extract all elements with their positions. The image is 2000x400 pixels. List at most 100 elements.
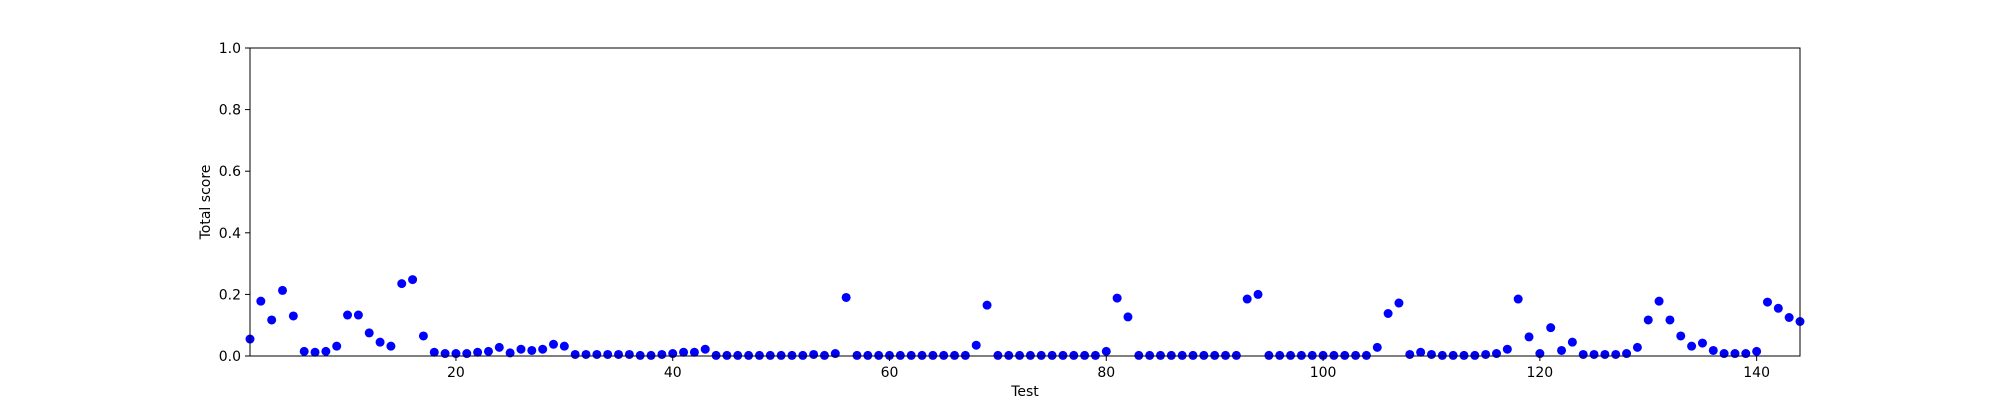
data-point: [1622, 349, 1632, 359]
data-point: [1296, 350, 1306, 360]
data-point: [1177, 350, 1187, 360]
data-point: [1361, 350, 1371, 360]
x-tick-label: 60: [881, 365, 899, 381]
data-point: [852, 350, 862, 360]
data-points: [245, 275, 1805, 360]
data-point: [1719, 349, 1729, 359]
data-point: [1080, 350, 1090, 360]
data-point: [429, 347, 439, 357]
data-point: [386, 341, 396, 351]
data-point: [1264, 350, 1274, 360]
data-point: [1524, 332, 1534, 342]
data-point: [754, 350, 764, 360]
data-point: [1199, 350, 1209, 360]
data-point: [1015, 350, 1025, 360]
data-point: [1134, 350, 1144, 360]
data-point: [1567, 337, 1577, 347]
data-point: [928, 350, 938, 360]
data-point: [256, 296, 266, 306]
data-point: [310, 347, 320, 357]
data-point: [1145, 350, 1155, 360]
data-point: [408, 275, 418, 285]
y-axis-label: Total score: [198, 165, 214, 241]
data-point: [830, 349, 840, 359]
x-tick-label: 140: [1743, 365, 1770, 381]
x-tick-label: 80: [1097, 365, 1115, 381]
data-point: [787, 350, 797, 360]
data-point: [1632, 342, 1642, 352]
data-point: [1730, 349, 1740, 359]
data-point: [1090, 350, 1100, 360]
data-point: [1773, 303, 1783, 313]
x-tick-label: 120: [1526, 365, 1553, 381]
data-point: [1654, 296, 1664, 306]
data-point: [1112, 293, 1122, 303]
y-tick-label: 0.2: [219, 287, 241, 303]
data-point: [570, 349, 580, 359]
data-point: [1426, 349, 1436, 359]
y-tick-label: 0.4: [219, 226, 241, 242]
data-point: [1101, 346, 1111, 356]
data-point: [1058, 350, 1068, 360]
data-point: [1752, 346, 1762, 356]
data-point: [1307, 350, 1317, 360]
data-point: [895, 350, 905, 360]
data-point: [1492, 349, 1502, 359]
x-tick-label: 20: [447, 365, 465, 381]
data-point: [1557, 345, 1567, 355]
data-point: [288, 311, 298, 321]
data-point: [1416, 347, 1426, 357]
data-point: [1047, 350, 1057, 360]
data-point: [1123, 312, 1133, 322]
data-point: [1372, 342, 1382, 352]
plot-frame: [249, 47, 1801, 357]
data-point: [397, 279, 407, 289]
y-tick-label: 0.0: [219, 349, 241, 365]
data-point: [1481, 349, 1491, 359]
data-point: [960, 350, 970, 360]
data-point: [819, 350, 829, 360]
data-point: [874, 350, 884, 360]
data-point: [1513, 294, 1523, 304]
data-point: [1275, 350, 1285, 360]
data-point: [473, 347, 483, 357]
data-point: [1188, 350, 1198, 360]
data-point: [494, 342, 504, 352]
data-point: [1231, 350, 1241, 360]
x-axis-label: Test: [1010, 384, 1039, 400]
data-point: [1069, 350, 1079, 360]
data-point: [1470, 350, 1480, 360]
data-point: [1665, 315, 1675, 325]
data-point: [321, 346, 331, 356]
data-point: [1340, 350, 1350, 360]
data-point: [343, 310, 353, 320]
data-point: [646, 350, 656, 360]
data-point: [1502, 344, 1512, 354]
data-point: [841, 292, 851, 302]
y-tick-label: 1.0: [219, 41, 241, 57]
data-point: [1242, 294, 1252, 304]
data-point: [722, 350, 732, 360]
data-point: [1762, 297, 1772, 307]
data-point: [267, 315, 277, 325]
data-point: [917, 350, 927, 360]
data-point: [614, 349, 624, 359]
data-point: [1036, 350, 1046, 360]
data-point: [1286, 350, 1296, 360]
data-point: [679, 347, 689, 357]
data-point: [776, 350, 786, 360]
data-point: [1578, 349, 1588, 359]
data-point: [733, 350, 743, 360]
data-point: [592, 349, 602, 359]
data-point: [798, 350, 808, 360]
data-point: [863, 350, 873, 360]
data-point: [1697, 338, 1707, 348]
y-tick-label: 0.8: [219, 103, 241, 119]
data-point: [483, 346, 493, 356]
data-point: [1643, 315, 1653, 325]
data-point: [744, 350, 754, 360]
data-point: [505, 348, 515, 358]
data-point: [711, 350, 721, 360]
data-point: [1437, 350, 1447, 360]
